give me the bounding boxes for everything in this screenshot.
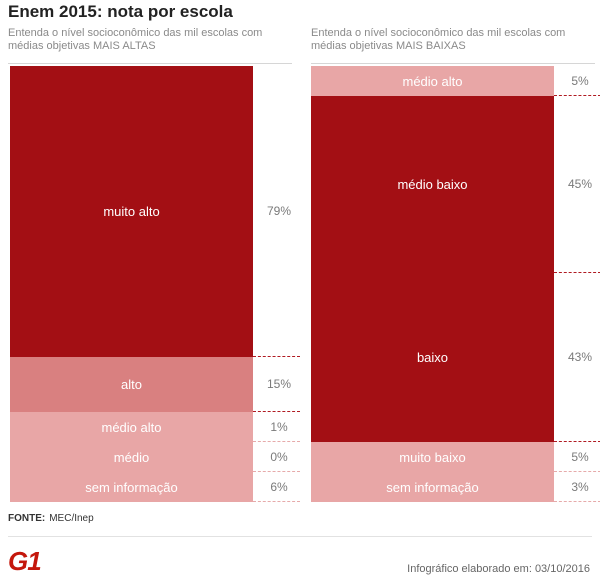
value-label-sem-informacao: 3% [571, 480, 589, 494]
left-divider [8, 63, 292, 64]
credit-text: Infográfico elaborado em: 03/10/2016 [407, 563, 590, 575]
value-label-medio-alto: 1% [270, 420, 288, 434]
segment-separator [554, 501, 600, 502]
bar-segment-muito-baixo: muito baixo [311, 442, 554, 472]
bar-segment-medio-alto: médio alto [311, 66, 554, 96]
value-label-sem-informacao: 6% [270, 480, 288, 494]
right-stacked-bar: médio alto 5% médio baixo 45% baixo 43% muito … [311, 66, 600, 502]
value-label-muito-baixo: 5% [571, 450, 589, 464]
segment-separator [554, 441, 600, 442]
segment-separator [253, 501, 300, 502]
chart-title: Enem 2015: nota por escola [8, 2, 233, 21]
segment-separator [253, 411, 300, 412]
value-label-baixo: 43% [567, 350, 593, 365]
value-label-alto: 15% [266, 377, 292, 392]
source-label: FONTE: [8, 513, 46, 524]
source-text: MEC/Inep [49, 513, 94, 524]
segment-separator [253, 441, 300, 442]
bar-segment-alto: alto [10, 356, 253, 412]
bar-segment-muito-alto: muito alto [10, 66, 253, 357]
value-label-medio: 0% [270, 450, 288, 464]
segment-separator [554, 95, 600, 96]
bar-segment-sem-informacao: sem informação [10, 472, 253, 502]
segment-separator [253, 471, 300, 472]
segment-separator [554, 471, 600, 472]
bar-segment-medio: médio [10, 442, 253, 472]
footer-divider [8, 536, 592, 537]
right-subtitle: Entenda o nível socioconômico das mil es… [311, 27, 566, 52]
bar-segment-medio-alto: médio alto [10, 412, 253, 442]
segment-separator [253, 355, 300, 357]
bar-segment-medio-baixo: médio baixo [311, 96, 554, 273]
bar-segment-baixo: baixo [311, 272, 554, 442]
segment-separator [554, 271, 600, 273]
g1-logo: G1 [8, 546, 42, 576]
value-label-muito-alto: 79% [266, 204, 292, 219]
value-label-medio-alto: 5% [571, 74, 589, 88]
right-divider [311, 63, 595, 64]
left-stacked-bar: muito alto 79% alto 15% médio alto 1% médio 0% s… [10, 66, 300, 502]
source-note: FONTE: MEC/Inep [8, 513, 94, 524]
bar-segment-sem-informacao: sem informação [311, 472, 554, 502]
left-subtitle: Entenda o nível socioconômico das mil es… [8, 27, 263, 52]
value-label-medio-baixo: 45% [567, 177, 593, 192]
